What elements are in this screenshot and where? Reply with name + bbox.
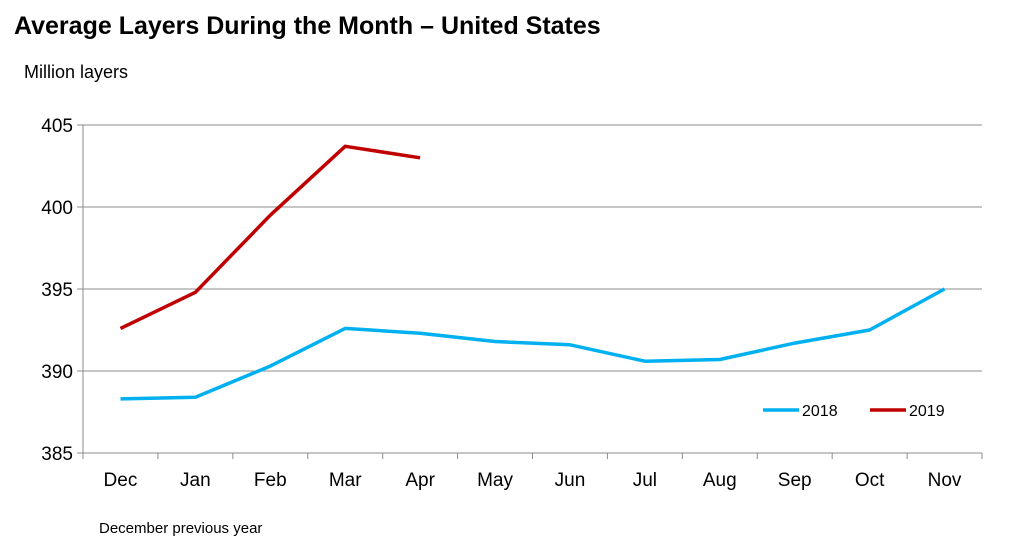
x-tick-label: Feb: [254, 470, 287, 491]
gridlines: [83, 124, 982, 372]
chart-title: Average Layers During the Month – United…: [14, 12, 601, 40]
x-tick-label: Apr: [405, 470, 435, 491]
axes: 385 390 395 400 405 Dec Jan Feb Mar Apr May Jun Jul A…: [41, 116, 983, 491]
x-tick-label: Aug: [703, 470, 737, 491]
y-tick-label: 390: [41, 362, 73, 383]
x-tick-label: Jul: [633, 470, 657, 491]
y-tick-label: 400: [41, 198, 73, 219]
x-tick-label: Nov: [928, 470, 962, 491]
legend-label: 2019: [909, 403, 945, 420]
x-tick-label: Jan: [180, 470, 211, 491]
y-tick-label: 385: [41, 444, 73, 465]
x-tick-label: Sep: [778, 470, 812, 491]
chart-footnote: December previous year: [99, 520, 263, 537]
x-tick-label: May: [477, 470, 513, 491]
x-tick-label: Mar: [329, 470, 362, 491]
series-lines: [119, 144, 946, 401]
x-tick-label: Jun: [555, 470, 586, 491]
y-tick-label: 405: [41, 116, 73, 137]
x-tick-label: Oct: [855, 470, 885, 491]
x-tick-label: Dec: [104, 470, 138, 491]
legend: 2018 2019: [763, 403, 945, 420]
y-axis-label: Million layers: [24, 62, 129, 82]
series-line-2019: [119, 144, 421, 330]
legend-label: 2018: [802, 403, 838, 420]
series-line-2018: [120, 287, 946, 401]
y-tick-label: 395: [41, 280, 73, 301]
